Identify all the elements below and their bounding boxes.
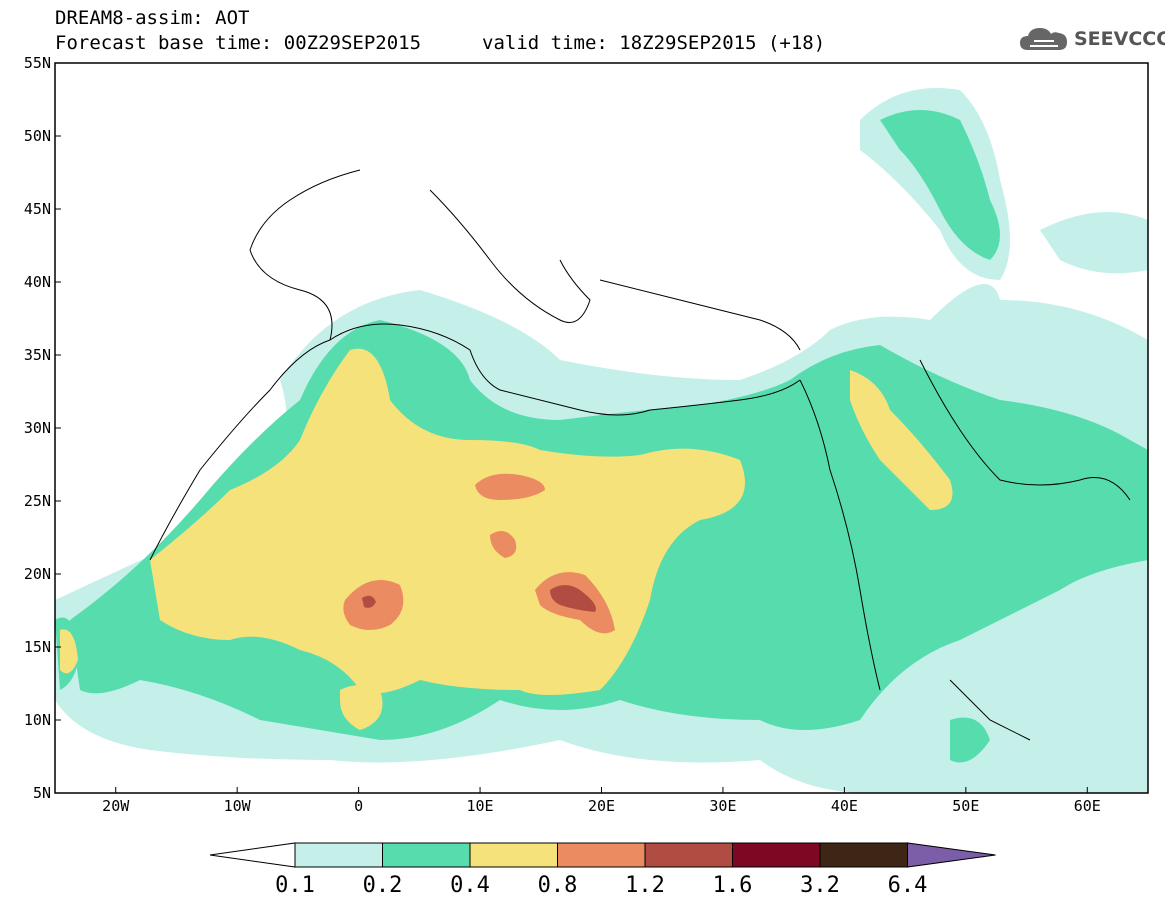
lat-label: 50N: [24, 127, 51, 145]
lat-label: 40N: [24, 273, 51, 291]
aot-contour-0-2: [880, 110, 1000, 260]
colorbar-swatch: [819, 842, 908, 868]
colorbar-swatch: [294, 842, 383, 868]
longitude-axis: 20W 10W 0 10E 20E 30E 40E 50E 60E: [102, 787, 1101, 815]
aot-contour-1-2: [550, 585, 596, 612]
cloud-icon: [1020, 28, 1067, 50]
colorbar-swatch: [644, 842, 733, 868]
aot-contour-0-8: [490, 531, 517, 558]
lat-label: 55N: [24, 54, 51, 72]
seevccc-logo: SEEVCCC: [1018, 24, 1165, 54]
lat-label: 20N: [24, 565, 51, 583]
aot-contour-0-8: [475, 473, 545, 500]
lon-label: 20E: [588, 797, 615, 815]
lat-label: 25N: [24, 492, 51, 510]
latitude-axis: 55N 50N 45N 40N 35N 30N 25N 20N 15N 10N 5N: [24, 54, 61, 802]
lon-label: 20W: [102, 797, 130, 815]
lon-label: 10E: [467, 797, 494, 815]
colorbar-label: 0.2: [363, 873, 403, 898]
logo-text: SEEVCCC: [1074, 28, 1165, 50]
coastlines: [149, 169, 1131, 741]
colorbar-label: 0.1: [275, 873, 315, 898]
colorbar-swatch: [557, 842, 646, 868]
aot-contour-0-4: [60, 629, 78, 674]
colorbar-under-triangle: [209, 842, 296, 868]
colorbar-swatch: [732, 842, 821, 868]
colorbar-label: 1.6: [713, 873, 753, 898]
aot-contour-0-4: [340, 685, 383, 730]
colorbar-label: 6.4: [888, 873, 928, 898]
lon-label: 10W: [224, 797, 252, 815]
colorbar-label: 0.8: [538, 873, 578, 898]
aot-contour-0-4: [850, 370, 953, 510]
colorbar-label: 0.4: [450, 873, 490, 898]
map-title: DREAM8-assim: AOT: [55, 7, 250, 29]
lat-label: 15N: [24, 638, 51, 656]
colorbar-swatch: [382, 842, 471, 868]
colorbar-label: 3.2: [800, 873, 840, 898]
lon-label: 30E: [709, 797, 736, 815]
aot-contour-0-1: [1040, 212, 1148, 274]
lon-label: 50E: [952, 797, 979, 815]
lon-label: 60E: [1074, 797, 1101, 815]
lon-label: 40E: [831, 797, 858, 815]
lon-label: 0: [354, 797, 363, 815]
colorbar-label: 1.2: [625, 873, 665, 898]
lat-label: 45N: [24, 200, 51, 218]
colorbar-over-triangle: [907, 842, 996, 868]
lat-label: 35N: [24, 346, 51, 364]
aot-contour-1-2: [362, 595, 376, 608]
valid-time: valid time: 18Z29SEP2015 (+18): [482, 32, 826, 54]
colorbar-swatch: [469, 842, 558, 868]
aot-contour-0-2: [950, 717, 990, 763]
forecast-base-time: Forecast base time: 00Z29SEP2015: [55, 32, 422, 54]
lat-label: 5N: [33, 784, 51, 802]
lat-label: 30N: [24, 419, 51, 437]
lat-label: 10N: [24, 711, 51, 729]
